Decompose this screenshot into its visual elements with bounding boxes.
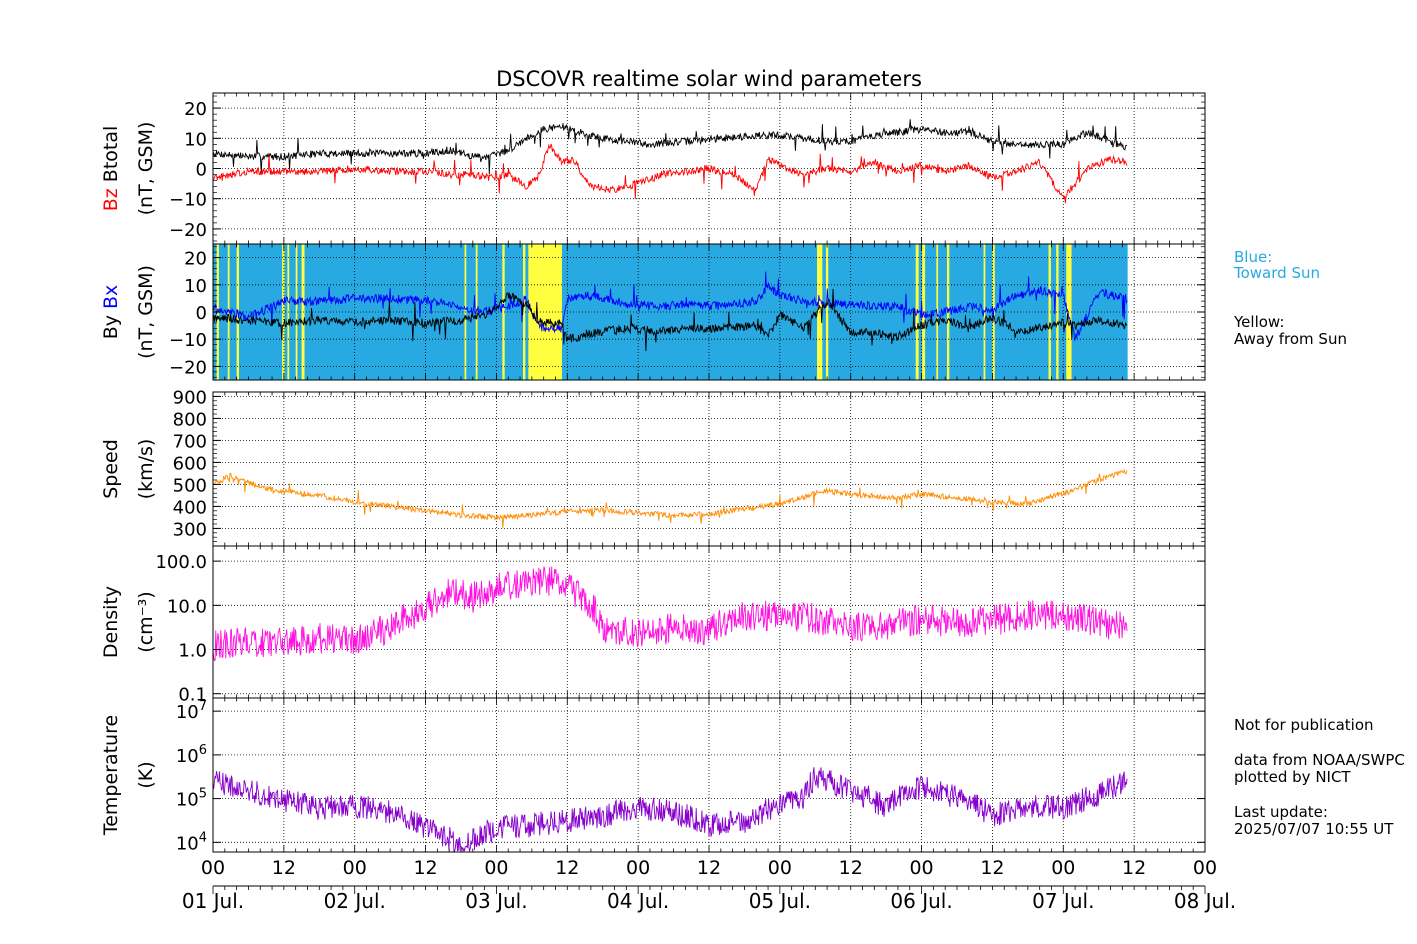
series-by [212, 288, 1128, 352]
panel-temperature: 107 106 105 104 Temperature (K) [100, 697, 1206, 854]
day-tick-label: 03 Jul. [465, 889, 527, 913]
day-tick-label: 06 Jul. [890, 889, 952, 913]
series-speed [212, 468, 1128, 529]
y-tick-label: 20 [184, 99, 207, 120]
y-tick-label: −20 [169, 357, 207, 378]
sector-away-band [282, 244, 285, 380]
y-tick-label: 900 [173, 387, 207, 408]
day-tick-label: 07 Jul. [1032, 889, 1094, 913]
note-not-for-publication: Not for publication [1234, 716, 1374, 734]
note-data-source: data from NOAA/SWPC [1234, 751, 1405, 769]
day-tick-label: 05 Jul. [749, 889, 811, 913]
y-tick-label: 500 [173, 475, 207, 496]
y-axis-label: Speed [100, 439, 122, 499]
sector-away-band [1056, 244, 1059, 380]
sector-away-band [528, 244, 562, 380]
y-tick-label: 100.0 [155, 552, 207, 573]
y-tick-label: 0 [196, 160, 207, 181]
panel-density: 100.0 10.0 1.0 0.1 Density (cm⁻³) [100, 545, 1206, 706]
y-tick-label: −20 [169, 220, 207, 241]
note-last-update-time: 2025/07/07 10:55 UT [1234, 820, 1394, 838]
panel-btotal_bz: 20 10 0 −10 −20 Bz Btotal (nT, GSM) [100, 92, 1206, 245]
y-tick-label: 105 [176, 787, 207, 811]
y-tick-label: 107 [176, 699, 207, 723]
sector-away-band [523, 244, 526, 380]
hour-tick-label: 00 [768, 857, 792, 879]
day-tick-label: 08 Jul. [1174, 889, 1236, 913]
hour-tick-label: 12 [413, 857, 437, 879]
sector-away-band [825, 244, 829, 380]
legend-yellow-desc: Away from Sun [1234, 330, 1347, 348]
y-axis-label: By Bx [100, 285, 122, 340]
series-btotal [212, 119, 1128, 175]
note-last-update-label: Last update: [1234, 803, 1328, 821]
y-tick-label: −10 [169, 190, 207, 211]
hour-tick-label: 00 [909, 857, 933, 879]
y-tick-label: 700 [173, 431, 207, 452]
y-tick-label: 1.0 [178, 641, 207, 662]
sector-away-band [936, 244, 939, 380]
y-tick-label: 400 [173, 497, 207, 518]
y-tick-label: 10 [184, 129, 207, 150]
hour-tick-label: 00 [1193, 857, 1217, 879]
sector-away-band [1048, 244, 1051, 380]
y-tick-label: −10 [169, 330, 207, 351]
y-tick-label: 0.1 [178, 685, 207, 706]
hour-tick-label: 12 [272, 857, 296, 879]
series-density [212, 566, 1128, 662]
hour-tick-label: 00 [201, 857, 225, 879]
sector-away-band [295, 244, 298, 380]
y-tick-label: 20 [184, 249, 207, 270]
y-tick-label: 10.0 [167, 596, 207, 617]
panel-frame [212, 391, 1206, 547]
panel-by_bx: 20 10 0 −10 −20 By Bx (nT, GSM) [100, 243, 1206, 381]
y-axis-unit: (K) [135, 761, 157, 788]
y-axis-unit: (km/s) [135, 439, 157, 500]
hour-tick-label: 12 [555, 857, 579, 879]
y-tick-label: 800 [173, 409, 207, 430]
y-axis-label: Temperature [100, 715, 122, 836]
side-notes: Not for publication data from NOAA/SWPC … [1234, 716, 1405, 838]
legend-blue-label: Blue: [1234, 248, 1272, 266]
day-tick-label: 04 Jul. [607, 889, 669, 913]
y-tick-label: 104 [176, 830, 207, 854]
sector-away-band [502, 244, 505, 380]
legend-blue-desc: Toward Sun [1233, 264, 1320, 282]
x-axis: 00 12 00 12 00 12 00 12 00 12 00 12 00 12 00 01 Jul. 02 … [182, 857, 1236, 913]
series-bz [212, 143, 1128, 204]
hour-tick-label: 00 [626, 857, 650, 879]
imf-legend: Blue: Toward Sun Yellow: Away from Sun [1233, 248, 1347, 348]
day-tick-label: 02 Jul. [324, 889, 386, 913]
panels: 20 10 0 −10 −20 Bz Btotal (nT, GSM) 20 10 0 −10 −20… [100, 92, 1206, 854]
y-tick-label: 106 [176, 743, 207, 767]
legend-yellow-label: Yellow: [1233, 313, 1284, 331]
y-axis-label: Density [100, 586, 122, 658]
hour-tick-label: 00 [484, 857, 508, 879]
y-axis-unit: (cm⁻³) [135, 591, 157, 652]
day-tick-label: 01 Jul. [182, 889, 244, 913]
y-tick-label: 600 [173, 453, 207, 474]
series-bx [212, 271, 1128, 341]
hour-tick-label: 00 [1051, 857, 1075, 879]
y-tick-label: 0 [196, 303, 207, 324]
chart-title: DSCOVR realtime solar wind parameters [496, 67, 922, 91]
series-temperature [212, 767, 1128, 853]
hour-tick-label: 12 [839, 857, 863, 879]
hour-tick-label: 00 [343, 857, 367, 879]
hour-tick-label: 12 [1122, 857, 1146, 879]
y-axis-unit: (nT, GSM) [135, 122, 157, 216]
hour-tick-label: 12 [980, 857, 1004, 879]
y-axis-unit: (nT, GSM) [135, 265, 157, 359]
y-tick-label: 300 [173, 519, 207, 540]
note-plotted-by: plotted by NICT [1234, 768, 1351, 786]
y-axis-label: Bz Btotal [100, 126, 122, 212]
hour-tick-label: 12 [697, 857, 721, 879]
y-tick-label: 10 [184, 276, 207, 297]
